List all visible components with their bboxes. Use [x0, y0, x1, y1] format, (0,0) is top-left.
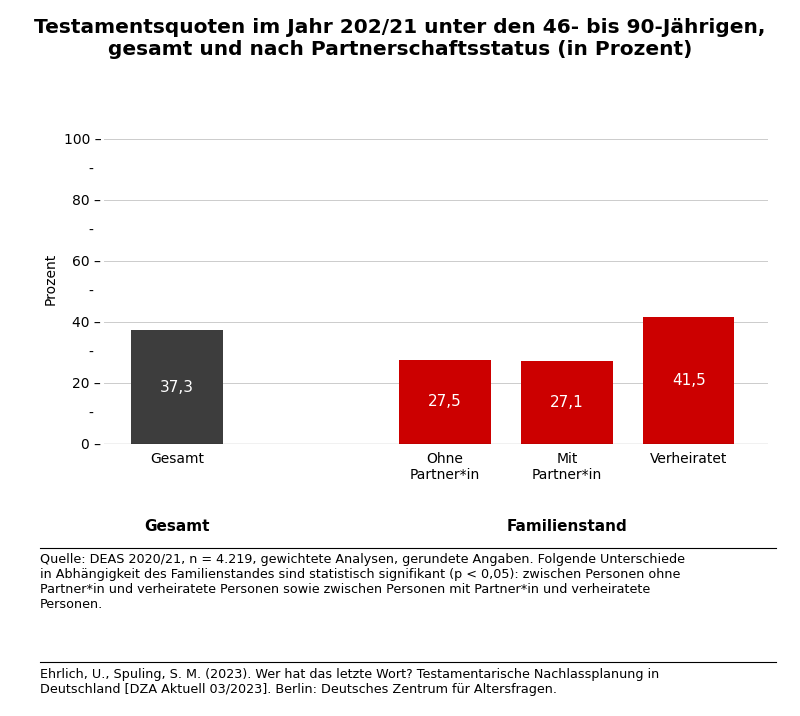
Text: Familienstand: Familienstand: [506, 519, 627, 534]
Bar: [643, 317, 734, 444]
Text: Testamentsquoten im Jahr 202/21 unter den 46- bis 90-Jährigen,
gesamt und nach P: Testamentsquoten im Jahr 202/21 unter de…: [34, 18, 766, 59]
Text: 27,1: 27,1: [550, 395, 584, 410]
Bar: [522, 362, 613, 444]
Text: -: -: [88, 223, 93, 238]
Text: 37,3: 37,3: [160, 379, 194, 395]
Text: 27,5: 27,5: [428, 395, 462, 410]
Text: -: -: [88, 284, 93, 299]
Text: -: -: [88, 345, 93, 359]
Text: 41,5: 41,5: [672, 373, 706, 388]
Y-axis label: Prozent: Prozent: [44, 253, 58, 305]
Bar: [399, 360, 491, 444]
Text: Gesamt: Gesamt: [144, 519, 210, 534]
Text: Ehrlich, U., Spuling, S. M. (2023). Wer hat das letzte Wort? Testamentarische Na: Ehrlich, U., Spuling, S. M. (2023). Wer …: [40, 668, 659, 696]
Text: -: -: [88, 163, 93, 176]
Bar: [131, 330, 222, 444]
Text: Quelle: DEAS 2020/21, n = 4.219, gewichtete Analysen, gerundete Angaben. Folgend: Quelle: DEAS 2020/21, n = 4.219, gewicht…: [40, 553, 685, 611]
Text: -: -: [88, 407, 93, 420]
